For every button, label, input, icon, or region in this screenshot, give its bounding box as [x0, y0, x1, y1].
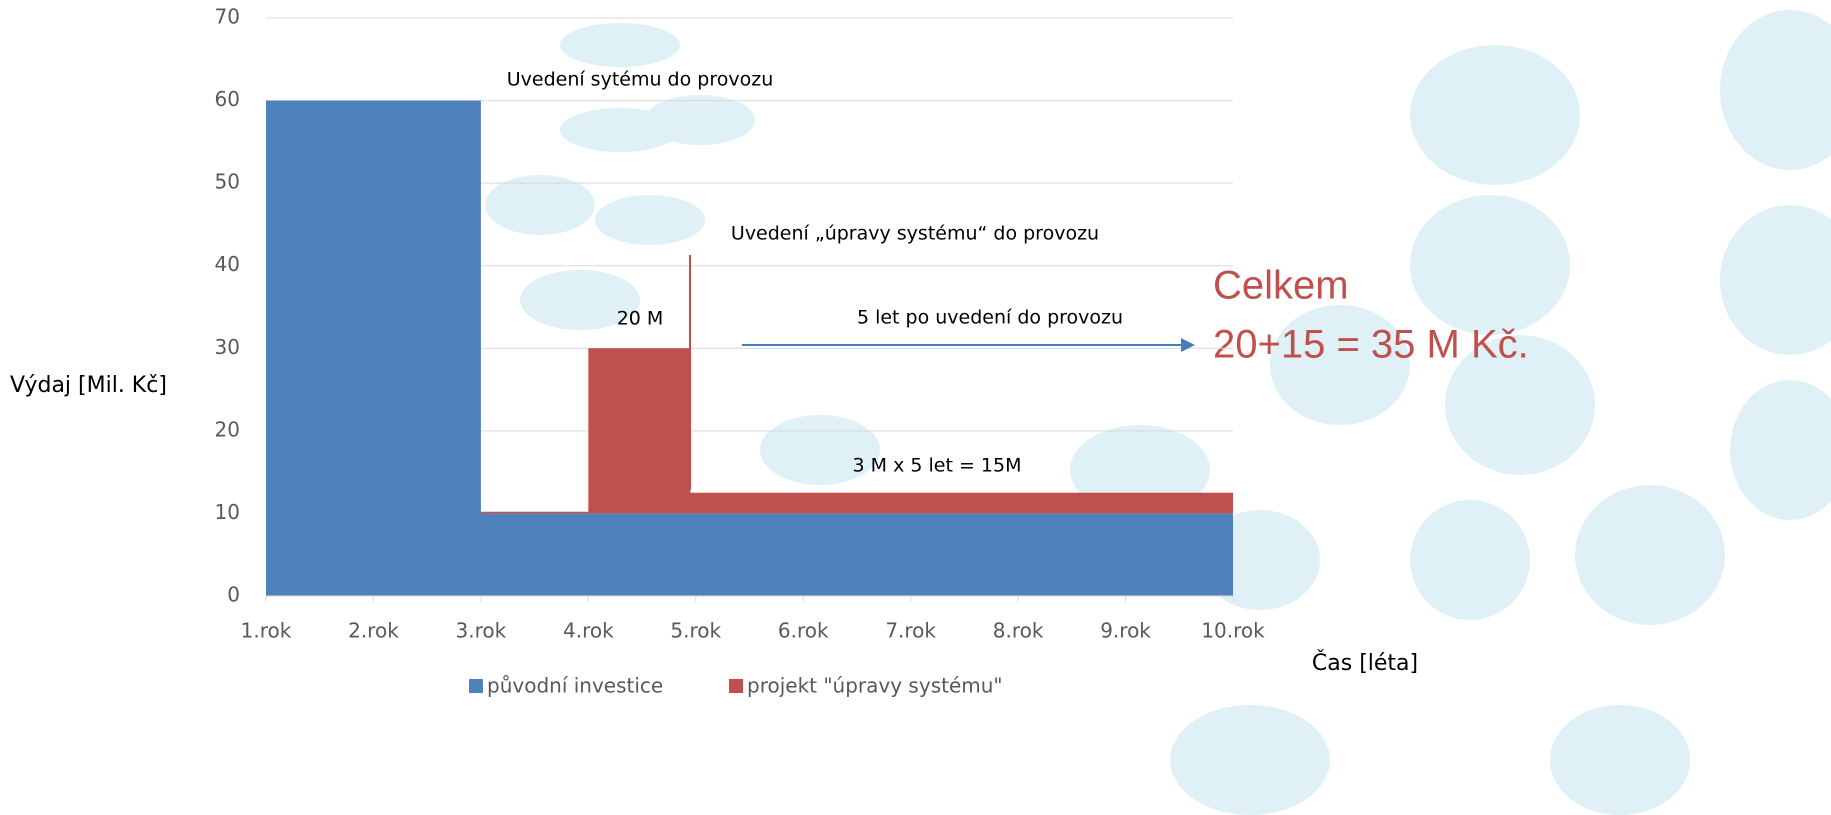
annotation: Uvedení sytému do provozu — [507, 69, 774, 91]
legend-label: projekt "úpravy systému" — [747, 674, 1003, 698]
x-axis-label: Čas [léta] — [1312, 650, 1418, 676]
x-tick-label: 5.rok — [670, 619, 721, 643]
y-tick-label: 0 — [227, 583, 240, 607]
y-tick-label: 30 — [215, 335, 240, 359]
arrow-head — [1181, 338, 1195, 352]
y-tick-label: 50 — [215, 170, 240, 194]
annotation: 5 let po uvedení do provozu — [857, 307, 1123, 329]
annotation: 20 M — [617, 308, 664, 330]
x-tick-label: 10.rok — [1201, 619, 1265, 643]
annotation: 3 M x 5 let = 15M — [853, 455, 1022, 477]
y-tick-label: 60 — [215, 87, 240, 111]
y-tick-label: 20 — [215, 417, 240, 441]
x-tick-label: 1.rok — [241, 619, 292, 643]
x-tick-label: 2.rok — [348, 619, 399, 643]
total-annotation: Celkem — [1213, 264, 1349, 308]
x-tick-label: 4.rok — [563, 619, 614, 643]
legend-label: původní investice — [487, 674, 663, 698]
x-tick-label: 6.rok — [778, 619, 829, 643]
y-tick-label: 10 — [215, 500, 240, 524]
legend-swatch — [469, 679, 483, 693]
y-tick-label: 40 — [215, 252, 240, 276]
x-tick-label: 3.rok — [456, 619, 507, 643]
legend-swatch — [729, 679, 743, 693]
chart: Uvedení sytému do provozu Uvedení „úprav… — [0, 0, 1831, 815]
y-axis-label: Výdaj [Mil. Kč] — [10, 373, 167, 398]
y-tick-label: 70 — [215, 5, 240, 29]
x-tick-label: 8.rok — [993, 619, 1044, 643]
annotation: Uvedení „úpravy systému“ do provozu — [731, 223, 1099, 245]
x-tick-label: 7.rok — [885, 619, 936, 643]
x-tick-label: 9.rok — [1100, 619, 1151, 643]
total-annotation: 20+15 = 35 M Kč. — [1213, 323, 1529, 367]
